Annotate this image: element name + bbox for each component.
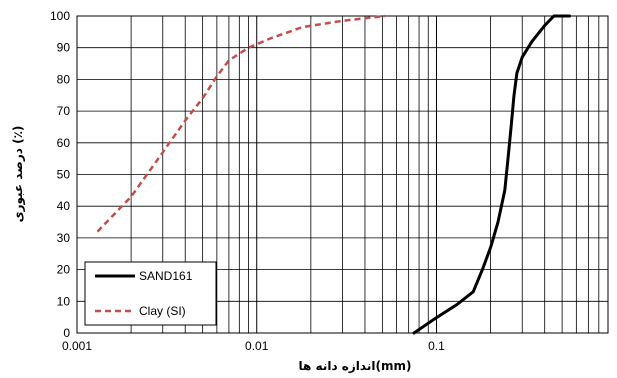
series-line-clay (96, 14, 386, 233)
x-tick-label: 0.1 (428, 339, 445, 353)
y-tick-label: 100 (50, 9, 70, 23)
plot-area-frame (76, 15, 609, 334)
y-tick-label: 80 (57, 72, 71, 86)
y-axis-ticks: 0 10 20 30 40 50 60 70 80 90 100 (50, 9, 70, 340)
x-tick-label: 0.01 (245, 339, 269, 353)
legend-label-sand161: SAND161 (139, 269, 193, 283)
legend-label-clay: Clay (SI) (139, 304, 186, 318)
y-axis-title: درصد عبوری (٪) (11, 126, 26, 223)
legend-box (84, 261, 217, 326)
y-tick-label: 40 (57, 199, 71, 213)
y-tick-label: 50 (57, 168, 71, 182)
x-axis-title: اندازه دانه ها(mm) (299, 359, 412, 373)
legend: SAND161 Clay (SI) (84, 261, 217, 326)
y-tick-label: 10 (57, 294, 71, 308)
y-tick-label: 90 (57, 41, 71, 55)
y-tick-label: 70 (57, 104, 71, 118)
y-tick-label: 60 (57, 136, 71, 150)
x-tick-label: 0.001 (62, 339, 92, 353)
series-line-sand161 (412, 14, 572, 335)
data-series (96, 14, 572, 335)
x-axis-ticks: 0.001 0.01 0.1 (62, 339, 445, 353)
y-tick-label: 20 (57, 263, 71, 277)
y-tick-label: 0 (63, 326, 70, 340)
y-tick-label: 30 (57, 231, 71, 245)
